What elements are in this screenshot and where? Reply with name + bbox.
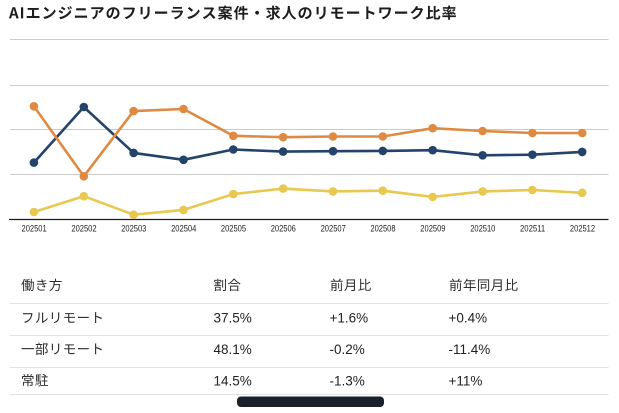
svg-text:14.5%: 14.5% <box>214 373 252 388</box>
svg-text:+1.6%: +1.6% <box>330 311 369 326</box>
svg-text:202511: 202511 <box>520 223 545 233</box>
svg-text:202505: 202505 <box>221 223 246 233</box>
svg-text:+11%: +11% <box>449 373 483 388</box>
svg-text:202509: 202509 <box>420 223 445 233</box>
svg-text:202512: 202512 <box>570 223 595 233</box>
svg-text:202510: 202510 <box>470 223 495 233</box>
svg-text:-0.2%: -0.2% <box>330 342 365 357</box>
svg-text:48.1%: 48.1% <box>214 342 252 357</box>
svg-text:202504: 202504 <box>171 223 196 233</box>
svg-text:202508: 202508 <box>370 223 395 233</box>
svg-text:202501: 202501 <box>22 223 47 233</box>
svg-text:37.5%: 37.5% <box>214 311 252 326</box>
svg-text:-11.4%: -11.4% <box>449 342 491 357</box>
svg-text:+0.4%: +0.4% <box>449 311 488 326</box>
svg-text:202502: 202502 <box>71 223 96 233</box>
svg-text:-1.3%: -1.3% <box>330 373 365 388</box>
svg-text:202507: 202507 <box>321 223 346 233</box>
svg-text:202503: 202503 <box>121 223 146 233</box>
svg-text:202506: 202506 <box>271 223 296 233</box>
